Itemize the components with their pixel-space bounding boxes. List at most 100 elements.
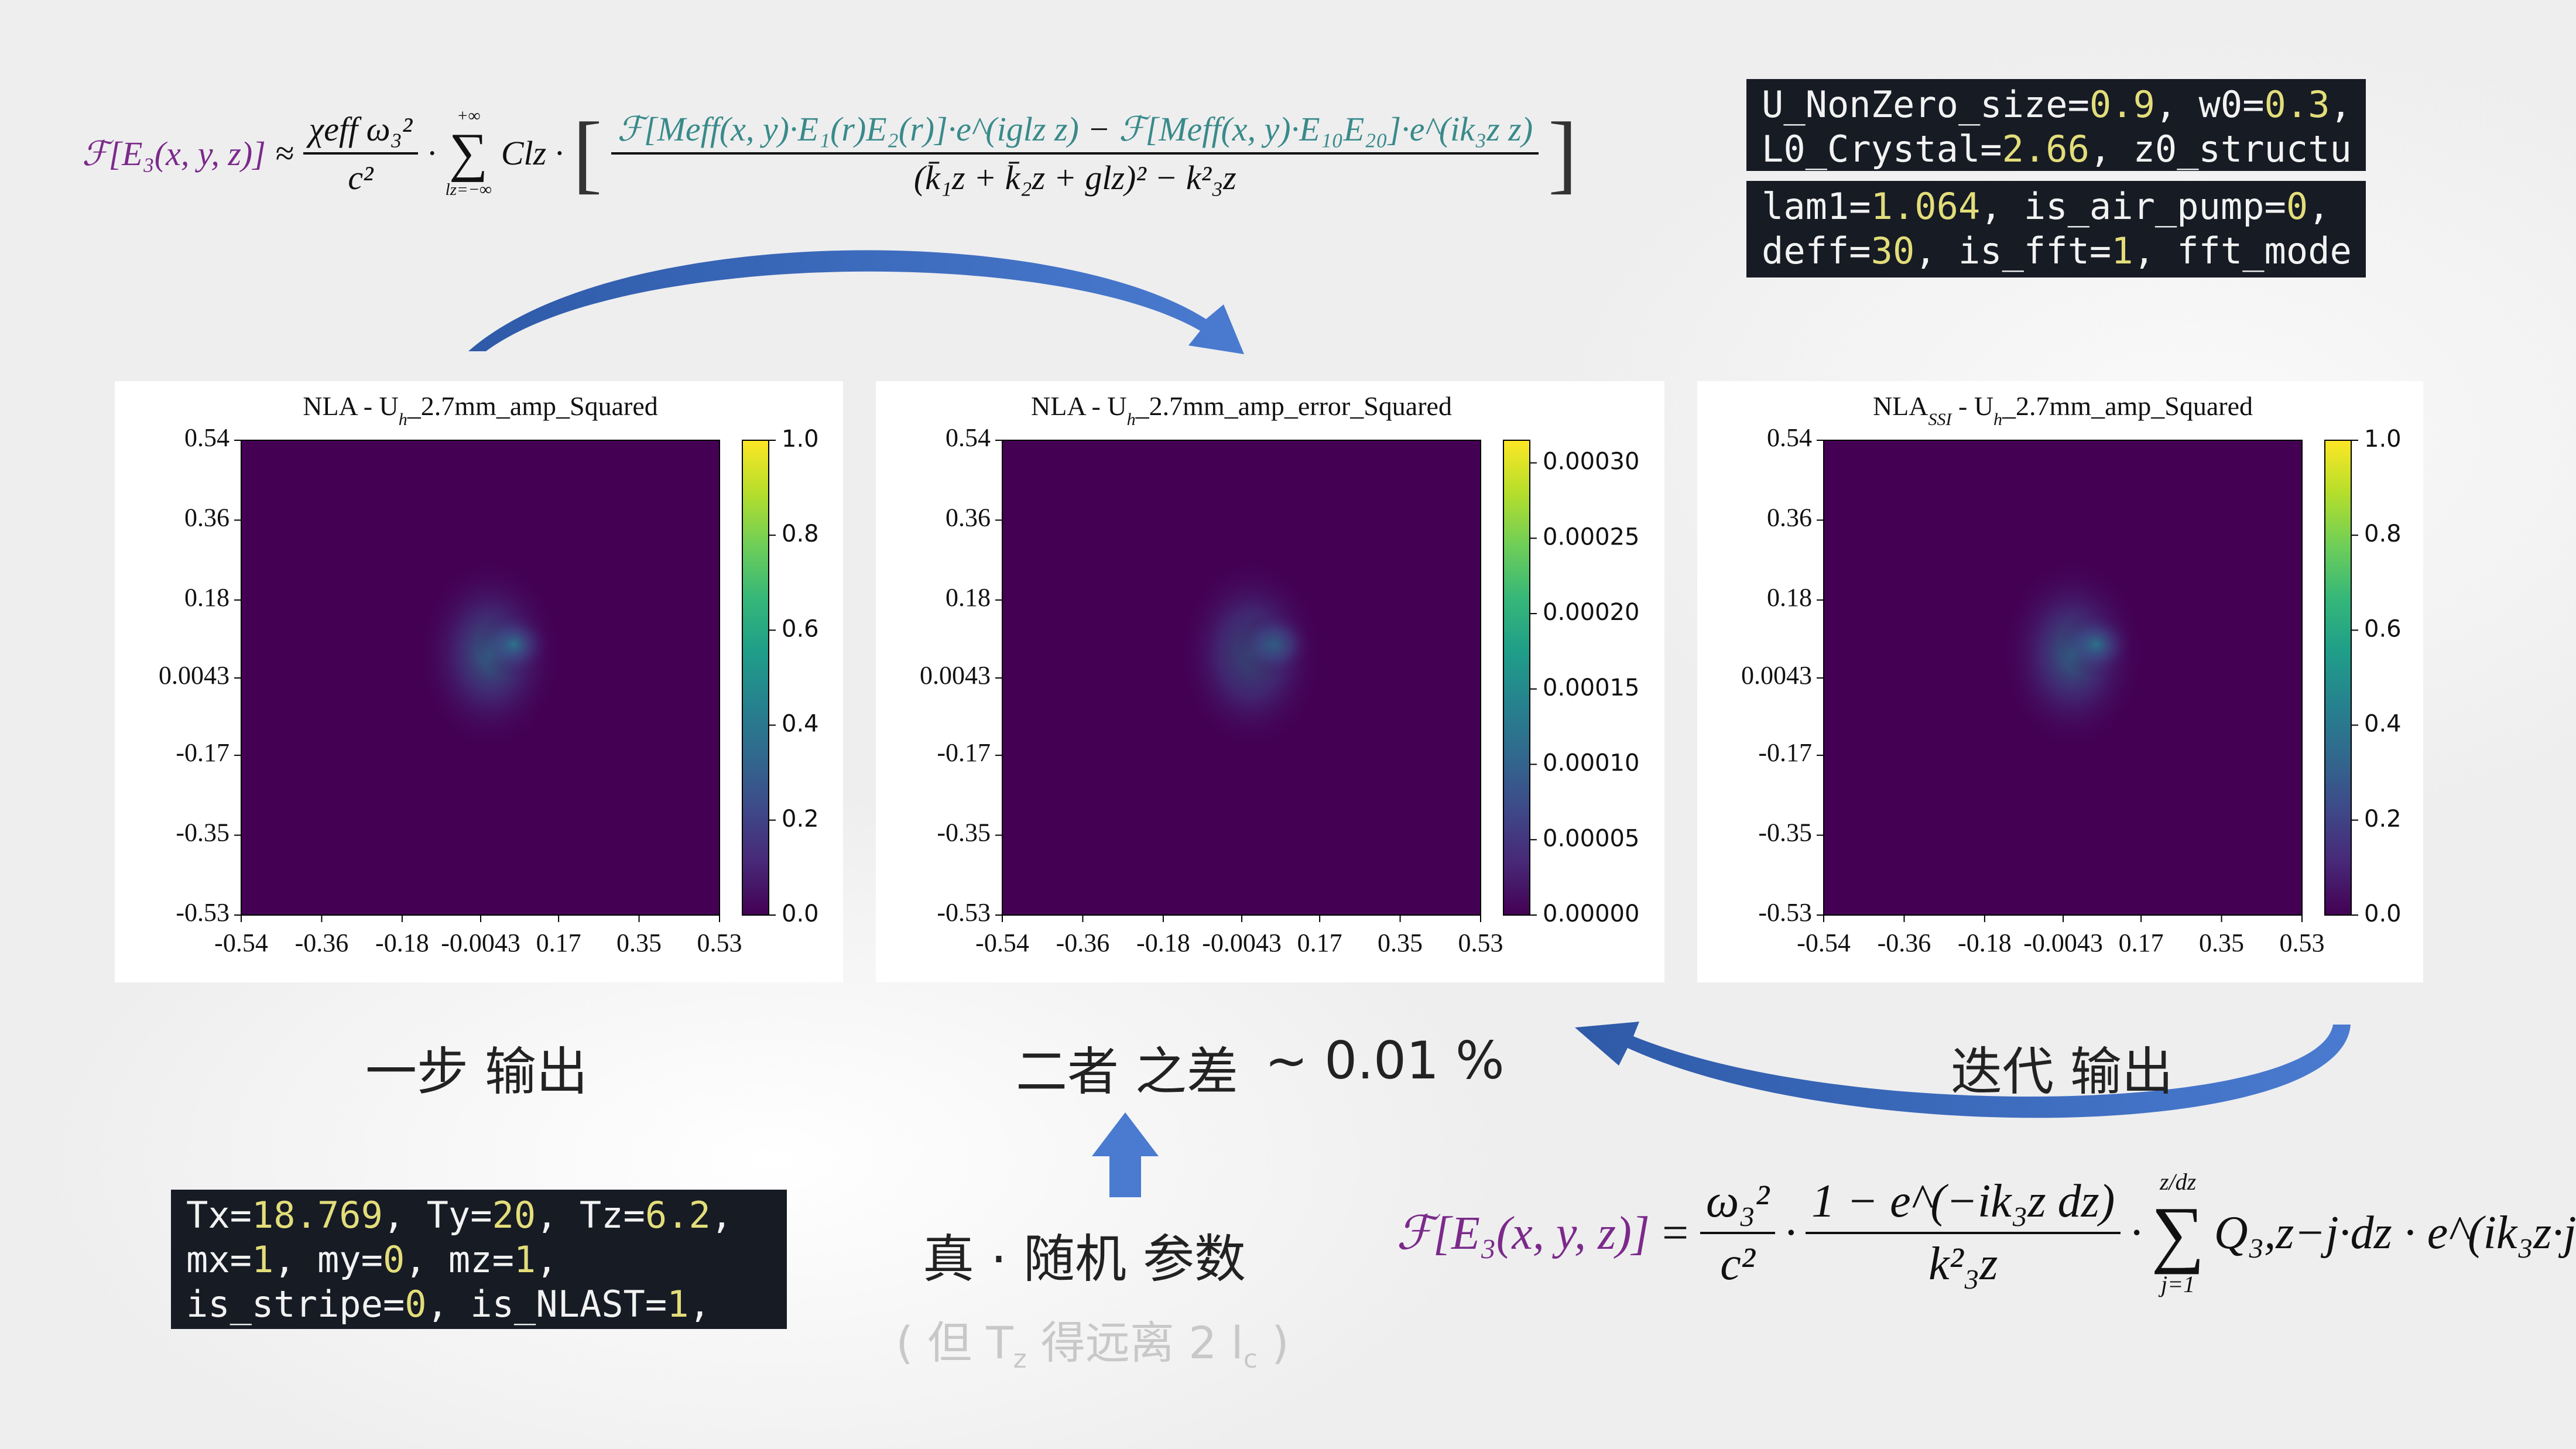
y-tick-label: 0.36 (184, 503, 229, 532)
colorbar-tick-label: 0.00025 (1543, 523, 1639, 550)
formula-bottom: ℱ[E₃(x, y, z)] = ω₃² c² · 1 − e^(−ik₃z dz… (1396, 1168, 2576, 1298)
title-part: SSI (1928, 410, 1953, 429)
title-part: NLA - U (1031, 391, 1127, 421)
formula-text: ℱ[Meff(x, y)·E₁(r)E₂(r)]·e^(iglz z) (617, 110, 1079, 148)
field-glow (475, 611, 553, 678)
formula-text: (k̄₁z + k̄₂z + glz)² − k²₃z (913, 159, 1236, 197)
title-part: - U (1952, 391, 1994, 421)
y-tick-label: -0.35 (1758, 818, 1812, 847)
y-tick-label: -0.17 (176, 738, 229, 767)
y-tick-label: 0.0043 (159, 661, 229, 690)
title-part: _2.7mm_amp_error_Squared (1135, 391, 1452, 421)
code-text: , Ty= (382, 1194, 492, 1236)
formula-text: +∞ (457, 107, 481, 126)
formula-top: ℱ[E₃(x, y, z)] ≈ χeff ω₃² c² · +∞ ∑ lz=−∞ C… (82, 102, 1577, 204)
field-glow (1236, 611, 1314, 678)
formula-text: ℱ[E₃(x, y, z)] (1396, 1208, 1650, 1259)
code-text: 6.2 (645, 1194, 711, 1236)
y-tick-label: 0.0043 (920, 661, 991, 690)
code-text: 20 (492, 1194, 536, 1236)
up-arrow (1092, 1112, 1159, 1197)
x-tick-label: -0.36 (295, 929, 349, 957)
y-tick-label: -0.53 (176, 898, 229, 927)
formula-text: − (1087, 110, 1111, 148)
fraction: ω₃² c² (1700, 1175, 1776, 1291)
fraction: 1 − e^(−ik₃z dz) k²₃z (1806, 1175, 2121, 1291)
colorbar-tick-label: 0.6 (782, 615, 819, 642)
code-text: 0.9 (2089, 83, 2155, 126)
x-tick-label: -0.54 (1797, 929, 1851, 957)
colorbar-tick-label: 0.2 (782, 806, 819, 833)
code-text: , (688, 1283, 711, 1325)
formula-text: ℱ[E₃(x, y, z)] (82, 134, 266, 173)
x-tick-label: 0.53 (1458, 929, 1503, 957)
code-line: Tx=18.769, Ty=20, Tz=6.2, (186, 1193, 772, 1238)
code-text: 1.064 (1871, 185, 1981, 228)
formula-text: ω₃² (1700, 1175, 1776, 1234)
code-line: L0_Crystal=2.66, z0_structu (1762, 127, 2352, 171)
formula-text: ≈ (275, 134, 294, 172)
colorbar-tick-label: 0.00005 (1543, 825, 1639, 852)
formula-text: · (2130, 1207, 2142, 1259)
y-tick-label: 0.54 (184, 423, 229, 452)
chart-title: NLA - Uh_2.7mm_amp_Squared (303, 391, 658, 429)
code-text: mx= (186, 1238, 252, 1281)
title-part: h (1993, 410, 2002, 429)
code-text: , Tz= (536, 1194, 645, 1236)
code-text: 0 (2286, 185, 2308, 228)
formula-text: lz=−∞ (445, 180, 492, 199)
code-text: 1 (251, 1238, 274, 1281)
x-tick-label: 0.53 (2280, 929, 2325, 957)
formula-text: 1 − e^(−ik₃z dz) (1806, 1175, 2121, 1234)
formula-text: ∑ (2151, 1191, 2205, 1275)
x-tick-label: -0.18 (1958, 929, 2012, 957)
colorbar-tick-label: 0.0 (782, 900, 819, 927)
title-part: _2.7mm_amp_Squared (407, 391, 658, 421)
y-tick-label: 0.0043 (1741, 661, 1812, 690)
formula-text: j=1 (2161, 1271, 2195, 1297)
x-tick-label: -0.0043 (1202, 929, 1282, 957)
y-tick-label: -0.53 (937, 898, 991, 927)
code-text: Tx= (186, 1194, 252, 1236)
x-tick-label: -0.36 (1056, 929, 1110, 957)
chart-title: NLASSI - Uh_2.7mm_amp_Squared (1873, 391, 2253, 429)
y-tick-label: 0.54 (946, 423, 991, 452)
heatmap-chart: NLASSI - Uh_2.7mm_amp_Squared 0.54 0.36 0.1… (1697, 381, 2423, 982)
sum: +∞ ∑ lz=−∞ (446, 107, 492, 200)
y-tick-label: 0.18 (1767, 583, 1812, 612)
x-tick-label: 0.17 (536, 929, 581, 957)
colorbar (1503, 440, 1530, 916)
arrow (468, 250, 1244, 354)
y-tick-label: 0.18 (184, 583, 229, 612)
y-tick-label: 0.54 (1767, 423, 1812, 452)
code-text: , is_air_pump= (1980, 185, 2286, 228)
code-text: lam1= (1762, 185, 1871, 228)
code-text: , (536, 1238, 558, 1281)
x-tick-label: -0.36 (1878, 929, 1931, 957)
x-tick-label: 0.17 (1297, 929, 1342, 957)
y-tick-label: 0.36 (946, 503, 991, 532)
code-box: U_NonZero_size=0.9, w0=0.3, L0_Crystal=2.… (1746, 79, 2366, 171)
sum: z/dz ∑ j=1 (2151, 1168, 2204, 1298)
y-tick-label: 0.36 (1767, 503, 1812, 532)
colorbar-tick-label: 1.0 (2364, 426, 2402, 453)
formula-text: · (1784, 1207, 1797, 1259)
code-line: mx=1, my=0, mz=1, (186, 1238, 772, 1282)
colorbar-tick-label: 0.6 (2364, 615, 2402, 642)
colorbar-tick-label: 0.00030 (1543, 448, 1639, 475)
x-tick-label: -0.18 (1136, 929, 1190, 957)
text-part: c (1243, 1344, 1258, 1375)
colorbar-tick-label: 0.8 (782, 520, 819, 547)
caption: 真 · 随机 参数 (923, 1229, 1246, 1289)
colorbar-tick-label: 0.2 (2364, 806, 2402, 833)
colorbar (742, 440, 769, 916)
title-part: NLA (1873, 391, 1928, 421)
code-text: 0.3 (2264, 83, 2330, 126)
caption: 一步 输出 (365, 1042, 588, 1102)
colorbar-tick-label: 0.4 (2364, 711, 2402, 738)
bracket: [ (573, 104, 602, 202)
formula-text: χeff ω₃² (303, 109, 419, 155)
code-text: , (2308, 185, 2330, 228)
